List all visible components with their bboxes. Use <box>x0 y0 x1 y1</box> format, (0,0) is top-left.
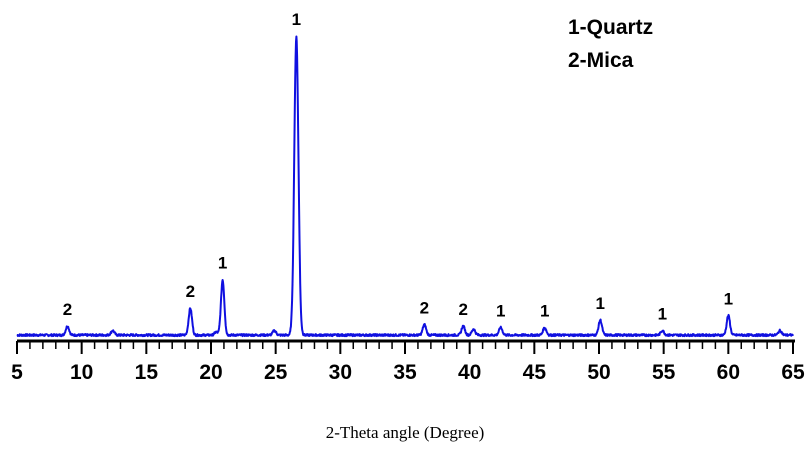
peak-label: 2 <box>420 299 429 318</box>
peak-label: 2 <box>458 300 467 319</box>
xrd-pattern-line <box>16 35 794 338</box>
peak-label: 1 <box>658 305 667 324</box>
peak-label: 2 <box>186 282 195 301</box>
legend: 1-Quartz 2-Mica <box>568 16 653 72</box>
peak-label: 1 <box>596 294 605 313</box>
peak-label: 1 <box>218 254 227 273</box>
peak-label: 1 <box>292 10 301 29</box>
peak-label: 1 <box>496 302 505 321</box>
x-tick-label: 15 <box>135 361 159 384</box>
peak-label: 2 <box>63 300 72 319</box>
legend-entry-mica: 2-Mica <box>568 49 634 72</box>
peak-label: 1 <box>540 302 549 321</box>
x-tick-label: 45 <box>523 361 547 384</box>
x-tick-label: 5 <box>11 361 23 384</box>
legend-entry-quartz: 1-Quartz <box>568 16 653 39</box>
peak-label: 1 <box>724 290 733 309</box>
x-tick-label: 55 <box>652 361 676 384</box>
x-tick-label: 65 <box>781 361 805 384</box>
x-tick-label: 25 <box>264 361 288 384</box>
x-tick-label: 35 <box>393 361 417 384</box>
x-tick-label: 10 <box>70 361 93 384</box>
x-tick-label: 60 <box>717 361 740 384</box>
x-tick-label: 20 <box>199 361 222 384</box>
x-axis: 5 10 15 20 25 30 35 40 45 50 55 60 65 <box>11 339 805 384</box>
x-tick-label: 30 <box>329 361 352 384</box>
x-tick-label: 40 <box>458 361 481 384</box>
x-axis-label: 2-Theta angle (Degree) <box>326 423 485 442</box>
x-tick-label: 50 <box>587 361 610 384</box>
plot-area <box>16 35 794 338</box>
peak-labels: 2 2 1 1 2 2 1 1 1 1 1 <box>63 10 733 324</box>
